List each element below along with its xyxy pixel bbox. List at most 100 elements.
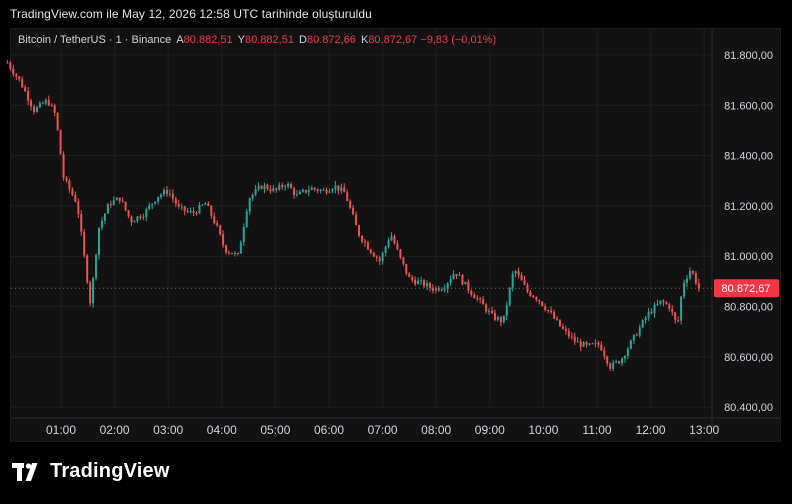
x-tick-label: 06:00 (314, 423, 344, 437)
candle-body (488, 310, 491, 312)
candle-body (694, 273, 697, 284)
candle-body (502, 315, 505, 323)
candle-body (499, 317, 502, 323)
candle-body (473, 294, 476, 299)
candle-body (425, 283, 428, 287)
candle-body (74, 194, 77, 202)
candle-body (411, 277, 414, 280)
candle-body (485, 304, 488, 312)
candle-body (579, 341, 582, 347)
candle-body (154, 201, 157, 204)
candle-body (686, 278, 689, 283)
candle-body (334, 185, 337, 190)
x-tick-label: 11:00 (582, 423, 611, 437)
candle-body (92, 277, 95, 304)
candle-body (222, 234, 225, 246)
candle-body (165, 190, 168, 194)
candle-body (287, 184, 290, 187)
legend-close-value: 80.872,67 (368, 34, 418, 46)
candle-body (68, 180, 71, 190)
candle-body (561, 326, 564, 329)
candle-body (106, 204, 109, 214)
candle-body (567, 330, 570, 337)
candle-body (582, 342, 585, 347)
candle-body (301, 189, 304, 192)
chart-panel[interactable] (10, 28, 781, 442)
candle-body (671, 308, 674, 313)
legend-symbol[interactable]: Bitcoin / TetherUS · 1 · Binance (18, 34, 172, 46)
candle-body (174, 198, 177, 204)
candle-body (570, 336, 573, 338)
candle-body (668, 304, 671, 309)
candle-body (674, 312, 677, 320)
candle-body (86, 255, 89, 283)
tradingview-logo-icon (12, 462, 38, 481)
candle-body (535, 297, 538, 300)
tradingview-logo[interactable]: TradingView (12, 460, 170, 483)
candle-body (192, 211, 195, 213)
candle-body (644, 317, 647, 321)
candle-body (697, 283, 700, 289)
candle-body (41, 102, 44, 104)
candle-body (293, 188, 296, 195)
candle-body (665, 302, 668, 305)
candle-body (431, 287, 434, 291)
candle-body (260, 186, 263, 189)
candle-body (588, 343, 591, 345)
candle-body (384, 246, 387, 254)
candle-body (163, 190, 166, 195)
candle-body (331, 189, 334, 192)
x-tick-label: 13:00 (689, 423, 719, 437)
candle-body (15, 74, 18, 77)
candle-body (121, 201, 124, 203)
y-tick-label: 81.000,00 (724, 251, 773, 263)
candle-body (653, 305, 656, 314)
candle-body (437, 287, 440, 291)
candle-body (295, 194, 298, 196)
candle-body (30, 100, 33, 107)
candle-body (470, 290, 473, 295)
candle-body (606, 356, 609, 364)
candle-body (233, 252, 236, 254)
candle-body (375, 256, 378, 259)
candle-body (346, 192, 349, 201)
candle-body (213, 215, 216, 224)
candle-body (219, 225, 222, 235)
candle-body (136, 216, 139, 222)
candle-body (38, 102, 41, 108)
candle-body (363, 241, 366, 243)
candle-body (467, 281, 470, 291)
x-tick-label: 08:00 (421, 423, 451, 437)
x-tick-label: 07:00 (368, 423, 398, 437)
candle-body (455, 273, 458, 276)
candle-body (80, 214, 83, 232)
candle-body (366, 242, 369, 250)
candle-body (151, 203, 154, 206)
candle-body (573, 336, 576, 342)
candle-body (393, 236, 396, 244)
candle-body (434, 287, 437, 291)
candle-body (9, 62, 12, 69)
candle-body (603, 350, 606, 357)
candle-body (414, 279, 417, 285)
candle-body (550, 310, 553, 313)
candle-body (198, 204, 201, 214)
candle-body (310, 187, 313, 191)
candle-body (496, 317, 499, 320)
candle-body (325, 189, 328, 193)
candle-body (245, 211, 248, 227)
candle-body (597, 342, 600, 345)
candle-body (112, 200, 115, 205)
candle-body (626, 348, 629, 357)
x-tick-label: 05:00 (260, 423, 290, 437)
candle-body (171, 193, 174, 199)
candle-body (688, 270, 691, 279)
x-tick-label: 01:00 (46, 423, 76, 437)
candle-body (369, 249, 372, 253)
candle-body (272, 188, 275, 192)
candle-body (417, 280, 420, 285)
candle-body (195, 212, 198, 214)
x-tick-label: 12:00 (636, 423, 666, 437)
candle-body (538, 299, 541, 302)
